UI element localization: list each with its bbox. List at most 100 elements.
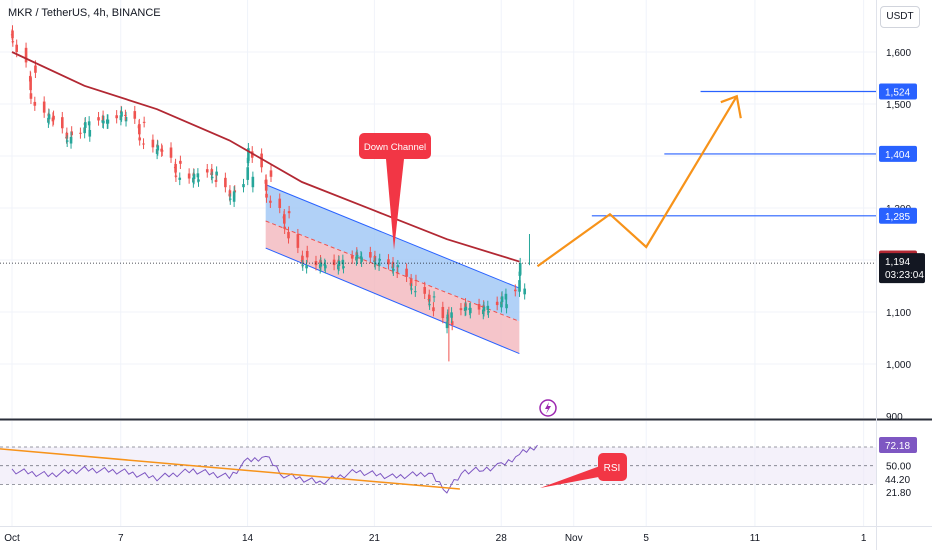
candle-body[interactable] [156, 145, 160, 151]
candle-body[interactable] [192, 174, 196, 180]
candle-body[interactable] [468, 308, 471, 310]
candle-body[interactable] [287, 211, 291, 214]
candle-body[interactable] [287, 231, 290, 239]
candle-body[interactable] [495, 301, 499, 306]
candle-body[interactable] [42, 101, 46, 113]
price-pane[interactable] [0, 0, 876, 418]
candle-body[interactable] [269, 170, 273, 177]
candle-body[interactable] [251, 176, 255, 188]
rsi-callout[interactable]: RSI [540, 453, 627, 488]
candle-body[interactable] [477, 304, 481, 310]
candle-body[interactable] [278, 198, 282, 208]
candle-body[interactable] [88, 130, 92, 137]
candle-body[interactable] [450, 321, 454, 325]
candle-body[interactable] [87, 121, 91, 126]
moving-average[interactable] [11, 51, 520, 263]
candle-body[interactable] [428, 304, 431, 306]
candle-body[interactable] [69, 136, 73, 144]
candle-body[interactable] [395, 271, 399, 273]
candle-body[interactable] [305, 250, 309, 258]
candle-body[interactable] [373, 262, 377, 265]
candle-body[interactable] [500, 296, 504, 303]
candle-body[interactable] [47, 114, 51, 120]
candle-body[interactable] [518, 280, 521, 292]
candle-body[interactable] [486, 305, 490, 310]
currency-button[interactable]: USDT [880, 6, 920, 28]
channel-upper-line[interactable] [265, 184, 520, 289]
channel-upper-area[interactable] [265, 184, 520, 322]
down-channel[interactable] [265, 184, 520, 355]
candle-body[interactable] [323, 263, 327, 266]
candle-body[interactable] [214, 179, 218, 182]
candles[interactable] [10, 25, 530, 362]
candle-body[interactable] [51, 117, 55, 122]
candle-body[interactable] [160, 148, 163, 152]
candle-body[interactable] [247, 148, 250, 161]
projection-path[interactable] [536, 94, 742, 268]
candle-body[interactable] [341, 259, 345, 265]
candle-body[interactable] [84, 122, 87, 128]
channel-lower-area[interactable] [265, 221, 520, 354]
symbol-title[interactable]: MKR / TetherUS, 4h, BINANCE [8, 7, 161, 19]
ma-line[interactable] [11, 51, 520, 263]
candle-body[interactable] [102, 120, 105, 124]
candle-body[interactable] [518, 263, 522, 275]
candle-body[interactable] [34, 65, 37, 73]
candle-body[interactable] [11, 30, 14, 39]
candle-body[interactable] [296, 234, 300, 248]
candle-body[interactable] [369, 252, 372, 258]
candle-body[interactable] [115, 115, 118, 119]
candle-body[interactable] [355, 254, 359, 259]
price-levels[interactable] [0, 90, 876, 264]
projection-line[interactable] [536, 95, 738, 268]
candle-body[interactable] [70, 131, 73, 136]
candle-body[interactable] [441, 306, 445, 319]
candle-body[interactable] [29, 77, 32, 91]
candle-body[interactable] [232, 191, 236, 202]
candle-body[interactable] [174, 163, 177, 173]
candle-body[interactable] [65, 140, 69, 142]
candle-body[interactable] [459, 308, 463, 311]
candle-body[interactable] [387, 259, 390, 265]
candle-body[interactable] [33, 101, 37, 106]
candle-body[interactable] [228, 198, 232, 200]
candle-body[interactable] [187, 173, 191, 179]
candle-body[interactable] [105, 119, 109, 124]
candle-body[interactable] [359, 256, 363, 258]
candle-body[interactable] [224, 177, 227, 188]
candle-body[interactable] [29, 93, 33, 99]
candle-body[interactable] [215, 171, 218, 176]
candle-body[interactable] [242, 184, 245, 188]
candle-body[interactable] [138, 124, 141, 135]
candle-body[interactable] [120, 111, 123, 117]
candle-body[interactable] [332, 259, 336, 266]
candle-body[interactable] [409, 279, 413, 286]
candle-body[interactable] [405, 268, 408, 277]
candle-body[interactable] [423, 287, 426, 294]
candle-body[interactable] [301, 255, 304, 263]
candle-body[interactable] [414, 291, 417, 293]
candle-body[interactable] [500, 301, 503, 308]
candle-body[interactable] [124, 117, 128, 122]
candle-body[interactable] [169, 147, 173, 158]
candle-body[interactable] [260, 153, 263, 168]
candle-body[interactable] [97, 117, 100, 121]
channel-lower-line[interactable] [265, 247, 520, 355]
candle-body[interactable] [83, 127, 86, 134]
lightning-icon[interactable] [539, 399, 557, 417]
candle-body[interactable] [514, 289, 517, 292]
candle-body[interactable] [197, 179, 200, 182]
candle-body[interactable] [504, 293, 508, 300]
candle-body[interactable] [124, 114, 127, 116]
rsi-indicator[interactable] [0, 444, 876, 494]
candle-body[interactable] [396, 265, 400, 268]
candle-body[interactable] [342, 266, 345, 269]
candle-body[interactable] [210, 176, 214, 179]
candle-body[interactable] [505, 304, 508, 309]
candle-body[interactable] [445, 321, 449, 329]
candle-body[interactable] [24, 47, 28, 63]
candle-body[interactable] [142, 121, 146, 123]
candle-body[interactable] [264, 179, 268, 191]
candle-body[interactable] [414, 279, 418, 281]
candle-body[interactable] [410, 288, 413, 290]
